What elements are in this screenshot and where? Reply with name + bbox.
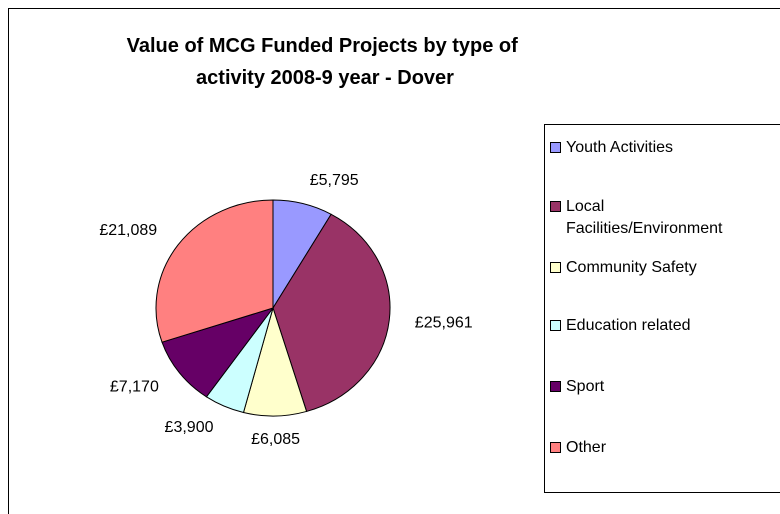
legend-swatch (550, 381, 561, 392)
data-label: £7,170 (110, 378, 159, 395)
data-label: £6,085 (251, 431, 300, 448)
legend-label: Youth Activities (566, 139, 673, 156)
data-label: £25,961 (415, 314, 473, 331)
pie-slice (155, 199, 274, 343)
pie-slice (161, 307, 275, 398)
legend-label: Other (566, 439, 607, 456)
legend-swatch (550, 320, 561, 331)
legend-label: Local Facilities/Environment (566, 198, 723, 237)
legend-swatch (550, 442, 561, 453)
legend-swatch (550, 262, 561, 273)
legend-box (544, 124, 780, 493)
data-label: £5,795 (310, 172, 359, 189)
legend-label: Sport (566, 378, 605, 395)
chart-title: Value of MCG Funded Projects by type of … (127, 35, 524, 89)
pie-slice (272, 213, 391, 413)
data-label: £3,900 (165, 419, 214, 436)
legend-swatch (550, 142, 561, 153)
legend-label: Education related (566, 317, 691, 334)
legend-swatch (550, 201, 561, 212)
legend-label: Community Safety (566, 259, 697, 276)
data-label: £21,089 (99, 222, 157, 239)
